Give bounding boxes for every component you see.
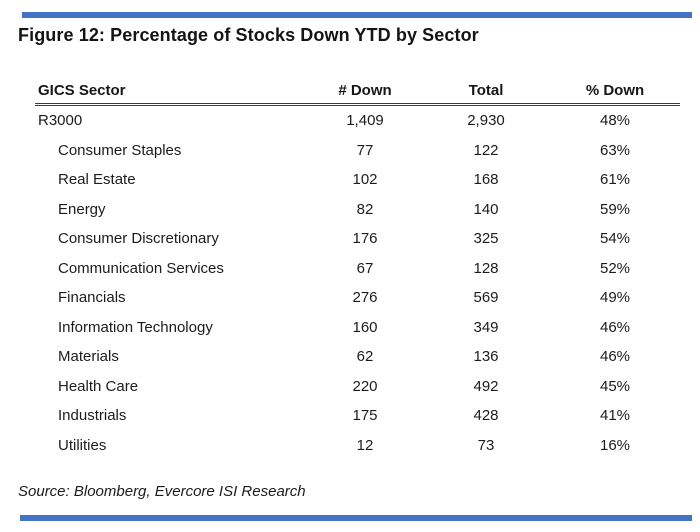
table-header-row: GICS Sector # Down Total % Down — [35, 78, 680, 106]
table-row: Information Technology 160 349 46% — [35, 313, 680, 343]
sector-cell: Consumer Staples — [58, 141, 182, 159]
num-down-cell: 67 — [356, 259, 374, 277]
sector-cell: Health Care — [58, 377, 139, 395]
sector-cell: R3000 — [38, 112, 83, 130]
table-row: Materials 62 136 46% — [35, 342, 680, 372]
total-cell: 569 — [473, 289, 499, 307]
table-row: R3000 1,409 2,930 48% — [35, 106, 680, 136]
pct-down-cell: 46% — [599, 348, 631, 366]
bottom-accent-bar — [20, 515, 692, 521]
sector-cell: Consumer Discretionary — [58, 230, 219, 248]
table-row: Energy 82 140 59% — [35, 195, 680, 225]
sector-cell: Materials — [58, 348, 119, 366]
source-caption: Source: Bloomberg, Evercore ISI Research — [18, 483, 306, 500]
num-down-cell: 1,409 — [346, 112, 384, 130]
sector-cell: Industrials — [58, 407, 127, 425]
total-cell: 122 — [473, 141, 499, 159]
table-row: Real Estate 102 168 61% — [35, 165, 680, 195]
num-down-cell: 77 — [356, 141, 374, 159]
sector-cell: Financials — [58, 289, 126, 307]
num-down-cell: 276 — [352, 289, 378, 307]
table-row: Financials 276 569 49% — [35, 283, 680, 313]
total-cell: 2,930 — [467, 112, 505, 130]
pct-down-cell: 52% — [599, 259, 631, 277]
pct-down-cell: 63% — [599, 141, 631, 159]
top-accent-bar — [22, 12, 692, 18]
table-body: R3000 1,409 2,930 48% Consumer Staples 77 122 6… — [35, 106, 680, 460]
pct-down-cell: 16% — [599, 436, 631, 454]
total-cell: 168 — [473, 171, 499, 189]
column-header-gics-sector: GICS Sector — [38, 82, 126, 99]
num-down-cell: 160 — [352, 318, 378, 336]
pct-down-cell: 59% — [599, 200, 631, 218]
pct-down-cell: 45% — [599, 377, 631, 395]
table-row: Health Care 220 492 45% — [35, 372, 680, 402]
sector-cell: Utilities — [58, 436, 107, 454]
column-header-total: Total — [468, 82, 504, 99]
table-row: Consumer Staples 77 122 63% — [35, 136, 680, 166]
total-cell: 136 — [473, 348, 499, 366]
sector-cell: Energy — [58, 200, 106, 218]
num-down-cell: 12 — [356, 436, 374, 454]
num-down-cell: 102 — [352, 171, 378, 189]
total-cell: 128 — [473, 259, 499, 277]
pct-down-cell: 61% — [599, 171, 631, 189]
num-down-cell: 62 — [356, 348, 374, 366]
table-row: Industrials 175 428 41% — [35, 401, 680, 431]
total-cell: 73 — [477, 436, 495, 454]
num-down-cell: 220 — [352, 377, 378, 395]
pct-down-cell: 54% — [599, 230, 631, 248]
column-header-pct-down: % Down — [585, 82, 645, 99]
num-down-cell: 176 — [352, 230, 378, 248]
pct-down-cell: 49% — [599, 289, 631, 307]
total-cell: 140 — [473, 200, 499, 218]
figure-title: Figure 12: Percentage of Stocks Down YTD… — [18, 25, 479, 45]
num-down-cell: 82 — [356, 200, 374, 218]
table-row: Communication Services 67 128 52% — [35, 254, 680, 284]
total-cell: 349 — [473, 318, 499, 336]
pct-down-cell: 48% — [599, 112, 631, 130]
total-cell: 428 — [473, 407, 499, 425]
sector-cell: Communication Services — [58, 259, 224, 277]
table-row: Consumer Discretionary 176 325 54% — [35, 224, 680, 254]
sector-cell: Real Estate — [58, 171, 136, 189]
table-row: Utilities 12 73 16% — [35, 431, 680, 461]
sector-breadth-table: GICS Sector # Down Total % Down R3000 1,4… — [35, 78, 680, 460]
pct-down-cell: 46% — [599, 318, 631, 336]
total-cell: 325 — [473, 230, 499, 248]
num-down-cell: 175 — [352, 407, 378, 425]
column-header-num-down: # Down — [338, 82, 392, 99]
total-cell: 492 — [473, 377, 499, 395]
sector-cell: Information Technology — [58, 318, 213, 336]
pct-down-cell: 41% — [599, 407, 631, 425]
